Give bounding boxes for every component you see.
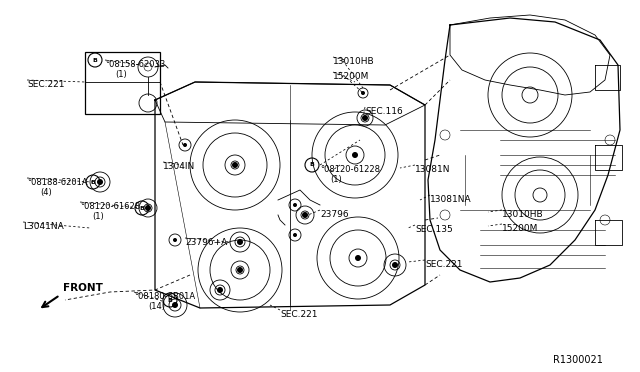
Text: B: B	[168, 298, 172, 302]
Text: °08120-61228: °08120-61228	[320, 165, 380, 174]
Text: (1): (1)	[92, 212, 104, 221]
Circle shape	[183, 143, 187, 147]
Text: B: B	[140, 205, 145, 211]
Text: (1): (1)	[115, 70, 127, 79]
Text: 23796+A: 23796+A	[185, 238, 227, 247]
Text: 23796: 23796	[320, 210, 349, 219]
Text: °08188-6201A: °08188-6201A	[27, 178, 88, 187]
Circle shape	[293, 233, 297, 237]
Circle shape	[97, 179, 103, 185]
Text: SEC.221: SEC.221	[425, 260, 463, 269]
Text: 13081NA: 13081NA	[430, 195, 472, 204]
Text: °08120-61628: °08120-61628	[80, 202, 140, 211]
Text: SEC.135: SEC.135	[415, 225, 452, 234]
Text: (1): (1)	[330, 175, 342, 184]
Text: B: B	[93, 58, 97, 62]
Text: 13010HB: 13010HB	[502, 210, 543, 219]
Circle shape	[352, 152, 358, 158]
Text: SEC.221: SEC.221	[280, 310, 317, 319]
Text: 15200M: 15200M	[502, 224, 538, 233]
Bar	[85, 52, 160, 114]
Circle shape	[217, 287, 223, 293]
Text: 13081N: 13081N	[415, 165, 451, 174]
Circle shape	[173, 238, 177, 242]
Text: 15200M: 15200M	[333, 72, 369, 81]
Circle shape	[392, 262, 398, 268]
Text: FRONT: FRONT	[63, 283, 103, 293]
Text: SEC.221: SEC.221	[27, 80, 65, 89]
Circle shape	[302, 212, 308, 218]
Text: (14): (14)	[148, 302, 165, 311]
Circle shape	[172, 302, 178, 308]
Circle shape	[355, 255, 361, 261]
Text: B: B	[91, 180, 95, 185]
Text: (4): (4)	[40, 188, 52, 197]
Text: 1304IN: 1304IN	[163, 162, 195, 171]
Circle shape	[237, 239, 243, 245]
Text: 13010HB: 13010HB	[333, 57, 374, 66]
Text: °08180-6B01A: °08180-6B01A	[134, 292, 195, 301]
Circle shape	[237, 267, 243, 273]
Text: °08158-62033: °08158-62033	[105, 60, 165, 69]
Text: R1300021: R1300021	[553, 355, 603, 365]
Text: B: B	[310, 163, 314, 167]
Text: SEC.116: SEC.116	[365, 107, 403, 116]
Circle shape	[232, 162, 238, 168]
Circle shape	[361, 91, 365, 95]
Text: L3041NA: L3041NA	[23, 222, 64, 231]
Circle shape	[362, 115, 368, 121]
Circle shape	[293, 203, 297, 207]
Circle shape	[145, 205, 151, 211]
